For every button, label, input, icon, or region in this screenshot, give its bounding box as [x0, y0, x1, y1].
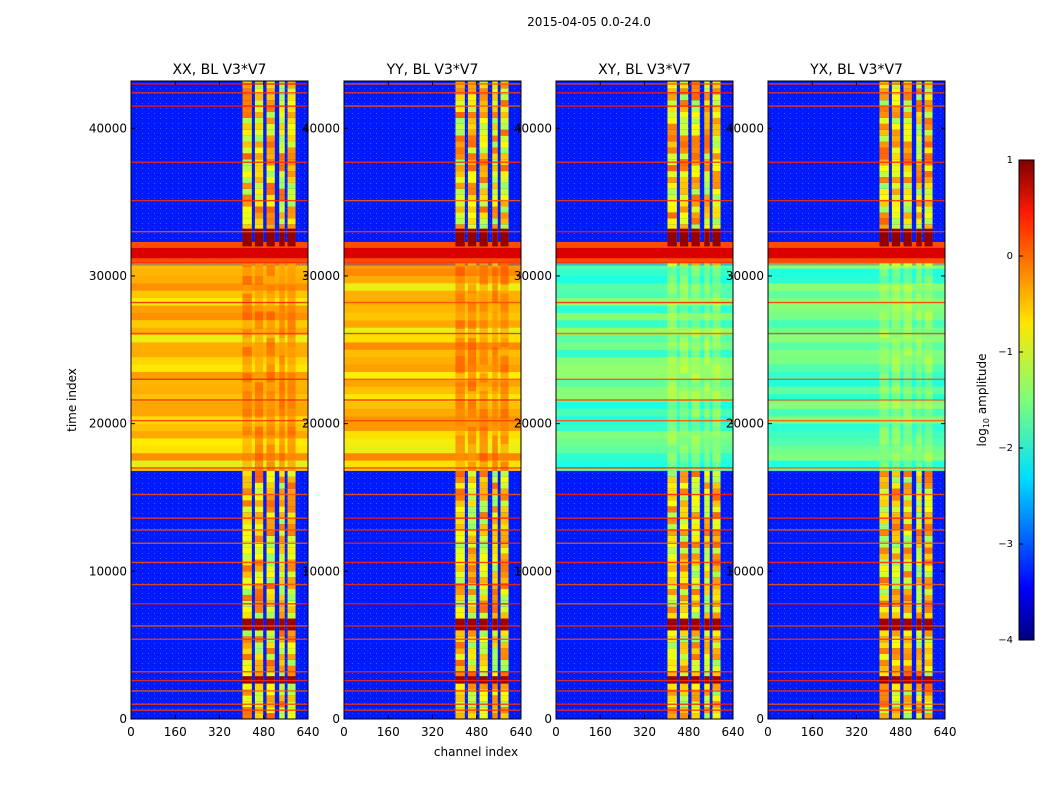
x-tick-label: 0 [340, 725, 348, 739]
colorbar-label: log10 amplitude [975, 354, 991, 447]
panel-yx: YX, BL V3*V7 0 160 320 480 640 0 10000 20000 3000… [726, 62, 957, 739]
panel-title: XX, BL V3*V7 [173, 62, 267, 78]
colorbar-tick-label: −2 [998, 443, 1013, 454]
y-tick-label: 30000 [89, 269, 127, 283]
x-tick-label: 640 [297, 725, 320, 739]
panel-xx: XX, BL V3*V7 0 160 320 480 640 0 10000 20000 3000… [89, 62, 320, 739]
heatmap-image [768, 81, 945, 719]
y-tick-label: 40000 [726, 121, 764, 135]
y-tick-label: 0 [756, 712, 764, 726]
y-tick-label: 20000 [514, 417, 552, 431]
x-tick-label: 640 [510, 725, 533, 739]
y-tick-label: 40000 [514, 121, 552, 135]
y-axis-label: time index [65, 368, 79, 432]
x-tick-label: 160 [801, 725, 824, 739]
panel-title: YY, BL V3*V7 [386, 62, 479, 78]
figure-suptitle: 2015-04-05 0.0-24.0 [527, 15, 651, 29]
y-tick-label: 0 [119, 712, 127, 726]
x-tick-label: 0 [764, 725, 772, 739]
colorbar-tick-label: −1 [998, 347, 1013, 358]
colorbar-ticks: 1 0 −1 −2 −3 −4 [998, 155, 1023, 646]
x-tick-label: 0 [127, 725, 135, 739]
y-tick-label: 30000 [726, 269, 764, 283]
heatmap-image [556, 81, 733, 719]
x-tick-label: 160 [164, 725, 187, 739]
x-tick-label: 320 [845, 725, 868, 739]
colorbar-tick-label: −4 [998, 635, 1013, 646]
x-tick-label: 480 [889, 725, 912, 739]
y-tick-label: 20000 [726, 417, 764, 431]
x-tick-label: 640 [934, 725, 957, 739]
panel-title: YX, BL V3*V7 [809, 62, 903, 78]
y-tick-label: 10000 [514, 564, 552, 578]
y-tick-label: 30000 [302, 269, 340, 283]
y-tick-label: 10000 [89, 564, 127, 578]
y-tick-label: 40000 [302, 121, 340, 135]
x-tick-label: 320 [208, 725, 231, 739]
panel-yy: YY, BL V3*V7 0 160 320 480 640 0 10000 20000 3000… [302, 62, 533, 739]
y-tick-label: 40000 [89, 121, 127, 135]
y-tick-label: 20000 [89, 417, 127, 431]
x-tick-label: 160 [589, 725, 612, 739]
panels: XX, BL V3*V7 0 160 320 480 640 0 10000 20000 3000… [89, 62, 957, 739]
heatmap-image [344, 81, 521, 719]
x-tick-label: 160 [377, 725, 400, 739]
colorbar-tick-label: −3 [998, 539, 1013, 550]
x-tick-label: 480 [252, 725, 275, 739]
x-tick-label: 480 [465, 725, 488, 739]
heatmap-image [131, 81, 308, 719]
colorbar-gradient [1018, 159, 1035, 641]
x-tick-label: 480 [677, 725, 700, 739]
x-tick-label: 640 [722, 725, 745, 739]
x-axis-label: channel index [434, 745, 518, 759]
colorbar: 1 0 −1 −2 −3 −4 log10 amplitude [975, 155, 1035, 646]
colorbar-tick-label: 0 [1007, 251, 1013, 262]
x-tick-label: 320 [633, 725, 656, 739]
y-tick-label: 20000 [302, 417, 340, 431]
colorbar-tick-label: 1 [1007, 155, 1013, 166]
y-tick-label: 10000 [302, 564, 340, 578]
y-tick-label: 10000 [726, 564, 764, 578]
y-tick-label: 30000 [514, 269, 552, 283]
panel-title: XY, BL V3*V7 [598, 62, 691, 78]
y-tick-label: 0 [332, 712, 340, 726]
panel-xy: XY, BL V3*V7 0 160 320 480 640 0 10000 20000 3000… [514, 62, 745, 739]
y-tick-label: 0 [544, 712, 552, 726]
x-tick-label: 320 [421, 725, 444, 739]
x-tick-label: 0 [552, 725, 560, 739]
